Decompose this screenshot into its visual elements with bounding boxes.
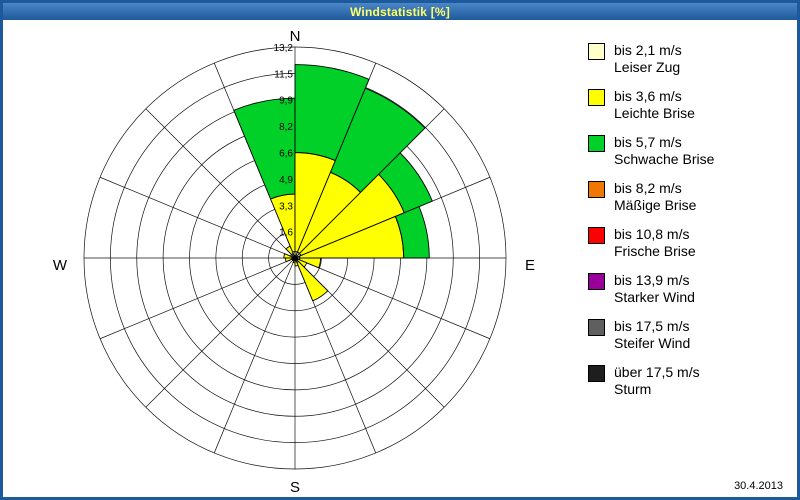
legend-speed-label: bis 3,6 m/s [614,88,682,104]
legend-text: bis 10,8 m/s Frische Brise [614,226,696,260]
compass-label-east: E [525,257,535,274]
date-label: 30.4.2013 [734,480,783,492]
compass-label-north: N [290,28,301,45]
legend-text: bis 5,7 m/s Schwache Brise [614,134,714,168]
wind-petal-segment [285,245,294,256]
grid-ring [83,46,507,470]
ring-value-label: 11,5 [274,69,293,80]
ring-value-label: 3,3 [279,201,293,212]
legend-description-label: Schwache Brise [614,151,715,167]
ring-labels: 1,6 3,3 4,9 6,6 8,2 9,9 11,5 13,2 [274,43,294,239]
legend-description-label: Leichte Brise [614,105,695,121]
legend-swatch [588,135,605,152]
legend-swatch [588,273,605,290]
legend-item: bis 13,9 m/s Starker Wind [588,272,788,306]
ring-value-label: 8,2 [279,122,293,133]
legend-item: bis 2,1 m/s Leiser Zug [588,42,788,76]
legend-speed-label: bis 13,9 m/s [614,272,690,288]
compass-label-south: S [290,479,300,496]
title-bar: Windstatistik [%] [3,3,797,20]
compass-label-west: W [53,257,68,274]
chart-area: 1,6 3,3 4,9 6,6 8,2 9,9 11,5 13,2 N S W E bis 2,1 m… [3,20,797,497]
legend-description-label: Starker Wind [614,289,695,305]
legend-description-label: Leiser Zug [614,59,681,75]
legend-swatch [588,89,605,106]
legend-description-label: Steifer Wind [614,335,691,351]
legend-speed-label: bis 5,7 m/s [614,134,682,150]
ring-value-label: 13,2 [274,43,294,54]
wind-petal-segment [294,64,370,162]
legend-speed-label: bis 8,2 m/s [614,180,682,196]
legend-text: bis 2,1 m/s Leiser Zug [614,42,682,76]
legend-item: über 17,5 m/s Sturm [588,364,788,398]
legend-text: über 17,5 m/s Sturm [614,364,700,398]
wind-rose-chart: 1,6 3,3 4,9 6,6 8,2 9,9 11,5 13,2N S W E [53,28,535,496]
legend-swatch [588,181,605,198]
legend-swatch [588,365,605,382]
legend-speed-label: über 17,5 m/s [614,364,700,380]
legend-description-label: Sturm [614,381,652,397]
legend-swatch [588,319,605,336]
ring-value-label: 1,6 [279,228,293,239]
ring-value-label: 6,6 [279,149,293,160]
wind-petal-segment [284,257,293,263]
compass-labels: N S W E [53,28,535,496]
legend-speed-label: bis 10,8 m/s [614,226,690,242]
legend-speed-label: bis 17,5 m/s [614,318,690,334]
legend-description-label: Mäßige Brise [614,197,697,213]
wind-petals [233,64,433,302]
legend-item: bis 8,2 m/s Mäßige Brise [588,180,788,214]
legend-text: bis 8,2 m/s Mäßige Brise [614,180,696,214]
legend-swatch [588,43,605,60]
legend-item: bis 5,7 m/s Schwache Brise [588,134,788,168]
legend-item: bis 17,5 m/s Steifer Wind [588,318,788,352]
legend-speed-label: bis 2,1 m/s [614,42,682,58]
legend-item: bis 3,6 m/s Leichte Brise [588,88,788,122]
legend-text: bis 13,9 m/s Starker Wind [614,272,695,306]
wind-petal-segment [296,260,329,302]
center-dot [293,256,297,260]
legend-swatch [588,227,605,244]
legend-text: bis 3,6 m/s Leichte Brise [614,88,695,122]
window-title: Windstatistik [%] [350,4,450,19]
legend-text: bis 17,5 m/s Steifer Wind [614,318,690,352]
wind-petal-segment [394,206,430,259]
legend-description-label: Frische Brise [614,243,696,259]
wind-petal-segment [329,87,426,194]
legend: bis 2,1 m/s Leiser Zug bis 3,6 m/s Leichte … [588,42,788,410]
legend-item: bis 10,8 m/s Frische Brise [588,226,788,260]
ring-value-label: 9,9 [279,96,293,107]
ring-value-label: 4,9 [279,175,293,186]
